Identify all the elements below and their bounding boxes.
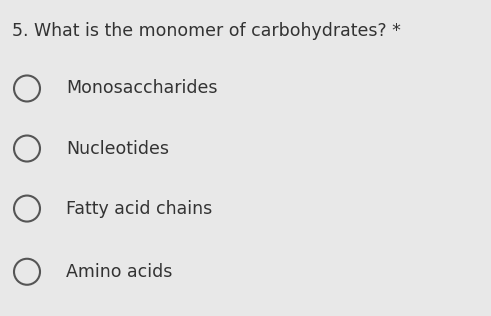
- Text: Amino acids: Amino acids: [66, 263, 173, 281]
- Text: Nucleotides: Nucleotides: [66, 140, 169, 157]
- Text: 5. What is the monomer of carbohydrates? *: 5. What is the monomer of carbohydrates?…: [12, 22, 401, 40]
- Text: Fatty acid chains: Fatty acid chains: [66, 200, 213, 217]
- Text: Monosaccharides: Monosaccharides: [66, 80, 218, 97]
